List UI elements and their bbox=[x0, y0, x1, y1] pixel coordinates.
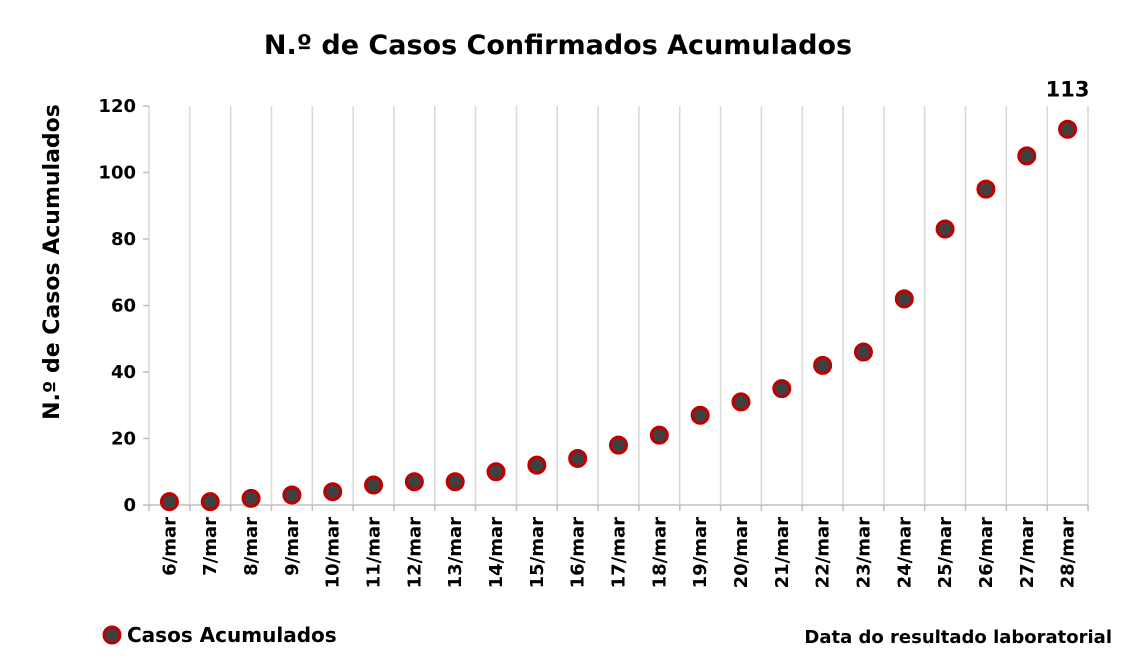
x-tick-label: 6/mar bbox=[159, 517, 180, 576]
chart-title: N.º de Casos Confirmados Acumulados bbox=[264, 30, 852, 61]
data-point bbox=[486, 462, 506, 482]
x-tick-label: 13/mar bbox=[445, 517, 466, 589]
data-point bbox=[649, 425, 669, 445]
data-point bbox=[731, 392, 751, 412]
data-point bbox=[976, 179, 996, 199]
y-tick-label: 80 bbox=[111, 229, 136, 250]
x-tick-labels: 6/mar 7/mar 8/mar 9/mar 10/mar 11/mar 12/mar 13… bbox=[159, 517, 1078, 589]
x-tick-label: 20/mar bbox=[731, 517, 752, 589]
data-point bbox=[159, 492, 179, 512]
data-point bbox=[690, 405, 710, 425]
x-tick-label: 7/mar bbox=[200, 517, 221, 576]
y-tick-label: 0 bbox=[123, 495, 136, 516]
data-point bbox=[772, 379, 792, 399]
data-points bbox=[159, 119, 1078, 512]
x-tick-label: 9/mar bbox=[282, 517, 303, 576]
x-tick-label: 23/mar bbox=[853, 517, 874, 589]
y-tick-label: 20 bbox=[111, 429, 136, 450]
data-point bbox=[853, 342, 873, 362]
data-point bbox=[241, 488, 261, 508]
data-point bbox=[323, 482, 343, 502]
data-point bbox=[527, 455, 547, 475]
x-tick-label: 8/mar bbox=[241, 517, 262, 576]
data-point bbox=[282, 485, 302, 505]
legend: Casos Acumulados bbox=[102, 623, 337, 647]
x-tick-label: 28/mar bbox=[1058, 517, 1079, 589]
data-point bbox=[568, 448, 588, 468]
y-tick-label: 100 bbox=[98, 163, 136, 184]
x-tick-label: 12/mar bbox=[404, 517, 425, 589]
x-tick-label: 10/mar bbox=[323, 517, 344, 589]
x-axis-label: Data do resultado laboratorial bbox=[804, 627, 1112, 648]
data-label: 113 bbox=[1046, 77, 1090, 101]
data-point bbox=[935, 219, 955, 239]
data-point bbox=[609, 435, 628, 455]
x-tick-label: 21/mar bbox=[772, 517, 793, 589]
x-tick-label: 18/mar bbox=[649, 517, 670, 589]
x-tick-label: 26/mar bbox=[976, 517, 997, 589]
legend-label: Casos Acumulados bbox=[127, 623, 337, 647]
legend-marker bbox=[102, 625, 122, 645]
data-point bbox=[200, 492, 220, 512]
axes bbox=[143, 105, 1089, 511]
y-tick-labels: 0 20 40 60 80 100 120 bbox=[98, 96, 136, 516]
y-tick-label: 40 bbox=[111, 362, 136, 383]
x-tick-label: 16/mar bbox=[568, 517, 589, 589]
data-point bbox=[364, 475, 384, 495]
data-point bbox=[404, 472, 424, 492]
y-tick-label: 60 bbox=[111, 296, 136, 317]
y-tick-label: 120 bbox=[98, 96, 136, 117]
data-point bbox=[1058, 119, 1078, 139]
x-tick-label: 14/mar bbox=[486, 517, 507, 589]
x-tick-label: 15/mar bbox=[527, 517, 548, 589]
x-tick-label: 17/mar bbox=[609, 517, 630, 589]
data-point bbox=[813, 355, 833, 375]
data-point bbox=[445, 472, 465, 492]
x-tick-label: 24/mar bbox=[894, 517, 915, 589]
x-tick-label: 25/mar bbox=[935, 517, 956, 589]
x-tick-label: 22/mar bbox=[813, 517, 834, 589]
x-tick-label: 19/mar bbox=[690, 517, 711, 589]
x-tick-label: 11/mar bbox=[364, 517, 385, 589]
data-point bbox=[1017, 146, 1037, 166]
gridlines bbox=[189, 106, 1089, 505]
data-labels: 113 bbox=[1046, 77, 1090, 101]
y-axis-label: N.º de Casos Acumulados bbox=[40, 104, 65, 420]
data-point bbox=[894, 289, 914, 309]
x-tick-label: 27/mar bbox=[1017, 517, 1038, 589]
